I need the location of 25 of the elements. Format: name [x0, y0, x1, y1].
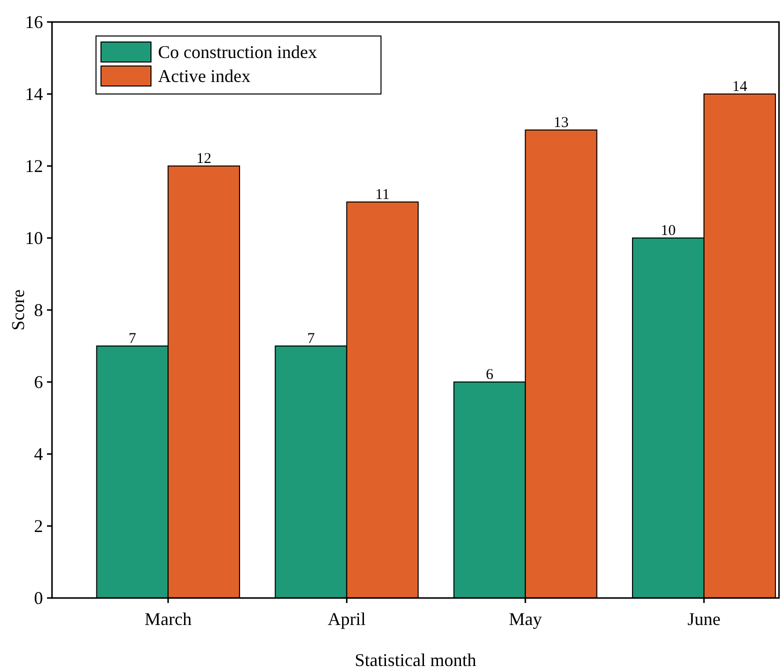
data-label: 14 — [732, 79, 748, 95]
data-label: 7 — [307, 331, 316, 347]
x-tick-label: June — [687, 609, 720, 629]
y-tick-label: 10 — [25, 228, 43, 248]
y-tick-label: 6 — [34, 372, 43, 392]
data-label: 13 — [554, 115, 569, 131]
y-tick-label: 12 — [25, 156, 43, 176]
data-label: 6 — [486, 367, 494, 383]
data-label: 12 — [196, 151, 212, 167]
y-tick-label: 8 — [34, 300, 43, 320]
x-tick-label: March — [144, 609, 192, 629]
x-tick-label: May — [508, 609, 542, 629]
y-tick-label: 4 — [34, 444, 43, 464]
data-label: 7 — [128, 331, 137, 347]
x-axis-title: Statistical month — [354, 650, 476, 670]
data-label: 11 — [375, 187, 390, 203]
y-tick-label: 14 — [25, 84, 43, 104]
legend-label: Co construction index — [158, 42, 317, 62]
y-tick-label: 2 — [34, 516, 43, 536]
y-axis-title: Score — [8, 290, 28, 330]
x-tick-label: April — [328, 609, 366, 629]
y-tick-label: 0 — [34, 588, 43, 608]
data-label: 10 — [660, 223, 676, 239]
legend-label: Active index — [158, 66, 250, 86]
y-tick-label: 16 — [25, 12, 43, 32]
